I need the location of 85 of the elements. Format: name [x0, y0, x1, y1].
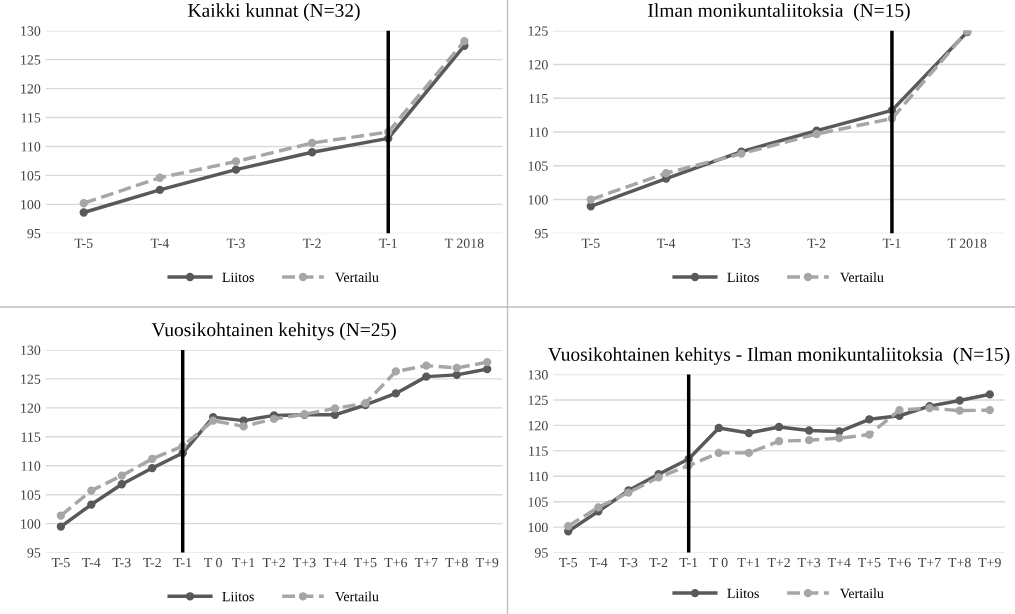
x-tick-label: T 2018	[947, 238, 987, 248]
x-tick-label: T-5	[74, 238, 93, 248]
x-tick-label: T+4	[323, 557, 347, 568]
legend-label: Vertailu	[335, 272, 379, 283]
y-tick-label: 105	[528, 497, 548, 507]
x-tick-label: T+6	[888, 557, 911, 568]
x-tick-label: T+1	[737, 557, 760, 568]
x-tick-label: T-2	[143, 557, 161, 568]
y-tick-label: 120	[528, 60, 548, 70]
y-tick-label: 125	[21, 55, 41, 65]
x-tick-label: T+6	[384, 557, 408, 568]
x-tick-label: T 2018	[444, 238, 484, 248]
x-tick-label: T-1	[882, 238, 901, 248]
y-tick-label: 95	[27, 548, 41, 558]
y-tick-label: 120	[528, 421, 548, 431]
x-tick-label: T-2	[807, 238, 826, 248]
y-tick-label: 100	[21, 519, 41, 529]
legend-label: Vertailu	[840, 588, 884, 599]
x-tick-label: T+1	[232, 557, 255, 568]
y-tick-label: 95	[534, 228, 548, 239]
chart-title: Vuosikohtainen kehitys (N=25)	[151, 322, 396, 341]
x-tick-label: T-4	[82, 557, 101, 568]
y-tick-label: 105	[21, 490, 41, 500]
x-tick-label: T-5	[559, 558, 578, 568]
x-tick-label: T+9	[475, 557, 499, 568]
x-tick-label: T-1	[173, 557, 192, 568]
x-tick-label: T+5	[354, 558, 377, 568]
x-tick-label: T+8	[948, 557, 971, 568]
y-tick-label: 100	[528, 522, 548, 533]
x-tick-label: T 0	[204, 557, 222, 568]
legend-label: Liitos	[727, 588, 759, 599]
y-tick-label: 100	[21, 199, 41, 210]
x-tick-label: T-1	[679, 557, 698, 568]
chart-title: Kaikki kunnat (N=32)	[188, 3, 360, 21]
x-tick-label: T-3	[619, 557, 638, 568]
x-tick-label: T-4	[589, 557, 608, 568]
y-tick-label: 130	[21, 26, 41, 36]
x-tick-label: T+4	[827, 557, 851, 568]
x-tick-label: T-5	[51, 558, 70, 568]
x-tick-label: T+5	[857, 558, 881, 568]
y-tick-label: 130	[528, 370, 548, 380]
y-tick-label: 115	[529, 446, 548, 456]
x-tick-label: T-3	[112, 557, 131, 568]
legend-label: Liitos	[222, 591, 254, 602]
y-tick-label: 110	[21, 461, 41, 471]
legend-label: Vertailu	[335, 591, 379, 602]
x-tick-label: T+3	[797, 557, 821, 568]
x-tick-label: T-2	[649, 557, 668, 568]
y-tick-label: 105	[21, 171, 41, 181]
chart-title: Vuosikohtainen kehitys - Ilman monikuntaliitoksia (N=15)	[548, 347, 1010, 365]
x-tick-label: T+9	[978, 557, 1001, 568]
x-tick-label: T-4	[150, 238, 170, 248]
y-tick-label: 115	[21, 432, 41, 442]
x-tick-label: T+2	[262, 557, 285, 568]
x-tick-label: T-3	[226, 238, 245, 248]
y-tick-label: 125	[528, 26, 548, 36]
y-tick-label: 95	[27, 228, 41, 239]
y-tick-label: 110	[529, 471, 548, 482]
x-tick-label: T+7	[918, 558, 941, 568]
y-tick-label: 120	[21, 84, 41, 94]
x-tick-label: T-1	[379, 238, 397, 248]
x-tick-label: T-3	[732, 238, 751, 248]
y-tick-label: 125	[528, 395, 548, 405]
y-tick-label: 115	[21, 113, 41, 123]
x-tick-label: T+3	[293, 557, 316, 568]
x-tick-label: T 0	[709, 557, 728, 568]
y-tick-label: 95	[534, 548, 548, 558]
x-tick-label: T+2	[767, 557, 790, 568]
x-tick-label: T+7	[414, 558, 438, 568]
y-tick-label: 100	[528, 195, 548, 205]
y-tick-label: 130	[21, 345, 41, 355]
x-tick-label: T-4	[656, 238, 676, 248]
x-tick-label: T+8	[445, 557, 468, 568]
y-tick-label: 110	[529, 127, 548, 137]
y-tick-label: 125	[21, 374, 41, 384]
legend-label: Liitos	[727, 272, 759, 283]
legend-label: Liitos	[222, 272, 254, 283]
y-tick-label: 120	[21, 403, 41, 413]
chart-title: Ilman monikuntaliitoksia (N=15)	[648, 3, 910, 21]
y-tick-label: 115	[529, 93, 548, 104]
legend-label: Vertailu	[840, 272, 884, 283]
x-tick-label: T-2	[302, 238, 321, 248]
x-tick-label: T-5	[581, 238, 600, 248]
y-tick-label: 105	[528, 161, 548, 171]
y-tick-label: 110	[21, 142, 41, 152]
